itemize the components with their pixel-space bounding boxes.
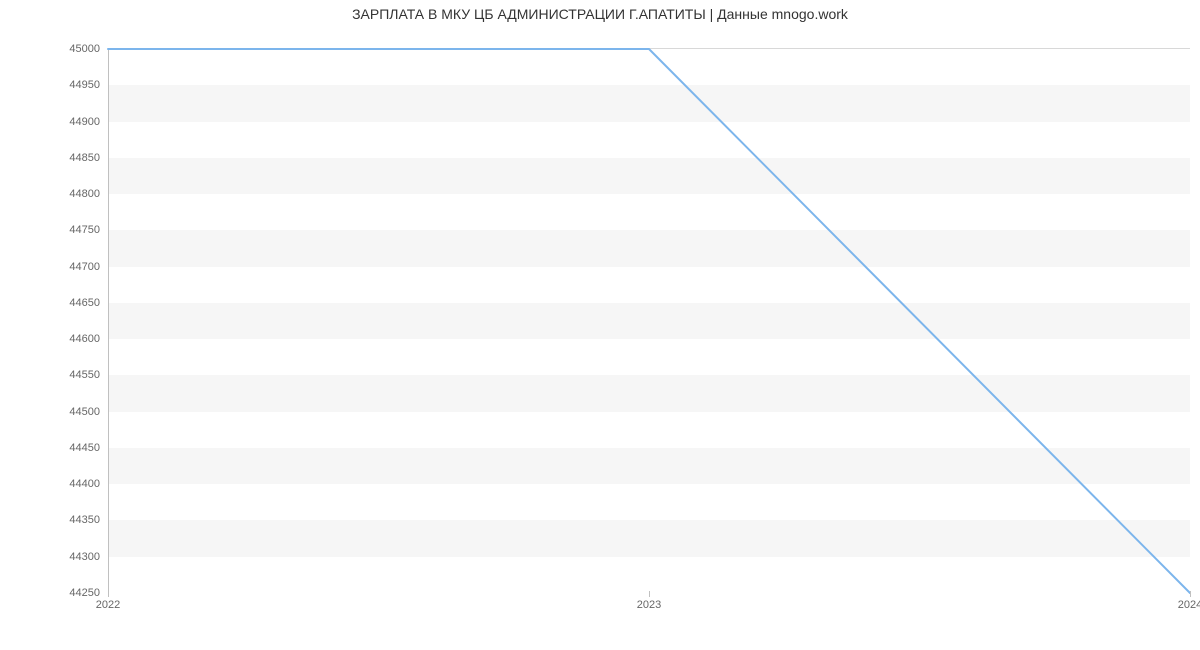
y-tick-label: 44600 (69, 333, 108, 345)
chart-title: ЗАРПЛАТА В МКУ ЦБ АДМИНИСТРАЦИИ Г.АПАТИТ… (0, 6, 1200, 22)
y-tick-label: 44850 (69, 152, 108, 164)
y-tick-label: 44700 (69, 261, 108, 273)
y-tick-label: 44650 (69, 297, 108, 309)
salary-line-chart: ЗАРПЛАТА В МКУ ЦБ АДМИНИСТРАЦИИ Г.АПАТИТ… (0, 0, 1200, 650)
y-tick-label: 44300 (69, 551, 108, 563)
y-tick-label: 44800 (69, 188, 108, 200)
y-tick-label: 44550 (69, 369, 108, 381)
x-tick-label: 2023 (637, 591, 661, 611)
y-tick-label: 44450 (69, 442, 108, 454)
y-tick-label: 44950 (69, 79, 108, 91)
series-line (108, 49, 1190, 593)
x-tick-label: 2024 (1178, 591, 1200, 611)
plot-area: 4425044300443504440044450445004455044600… (108, 48, 1190, 592)
y-tick-label: 44900 (69, 116, 108, 128)
y-tick-label: 44400 (69, 478, 108, 490)
x-tick-label: 2022 (96, 591, 120, 611)
y-tick-label: 44500 (69, 406, 108, 418)
y-tick-label: 45000 (69, 43, 108, 55)
y-tick-label: 44350 (69, 514, 108, 526)
y-tick-label: 44750 (69, 224, 108, 236)
line-layer (108, 49, 1190, 593)
